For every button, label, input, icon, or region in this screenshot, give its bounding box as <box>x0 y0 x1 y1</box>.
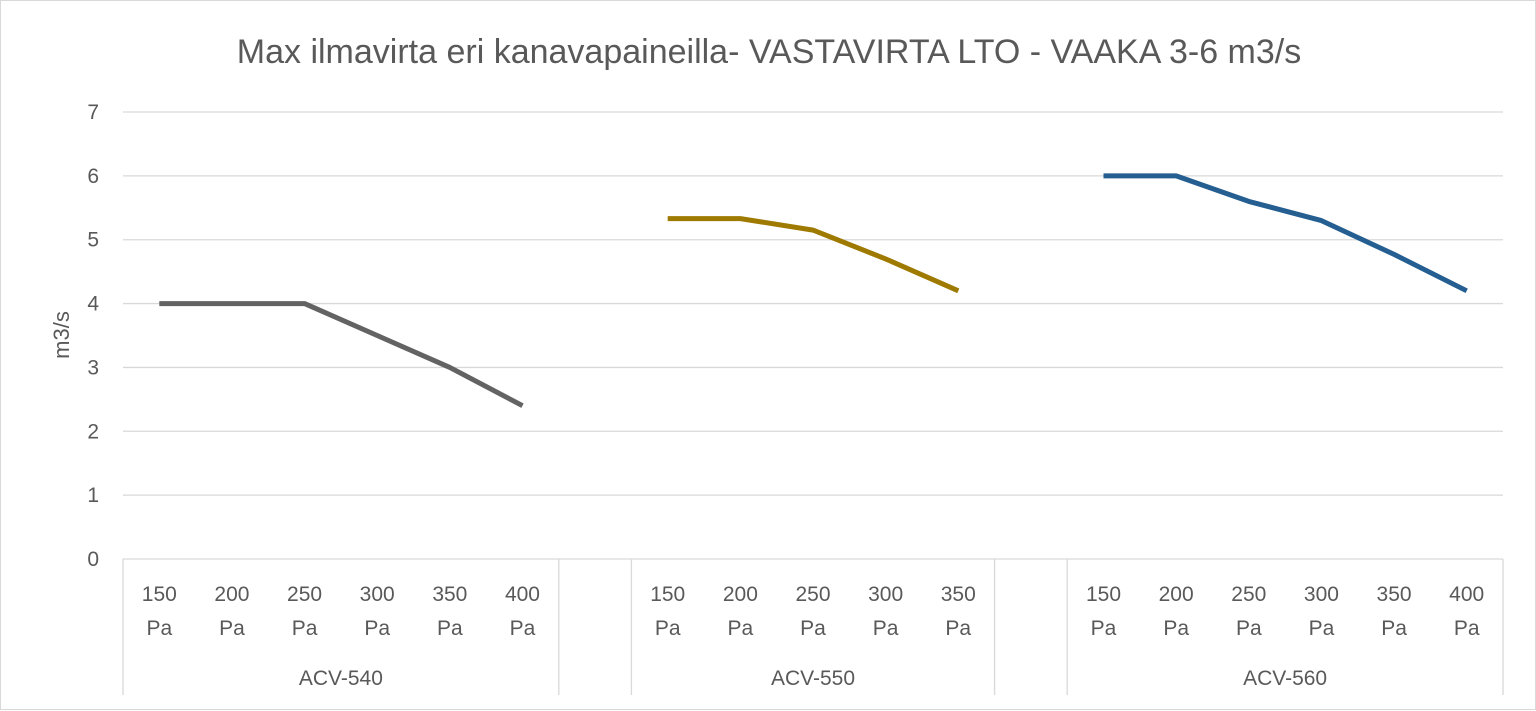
x-axis-layer: 150 Pa 200 Pa 250 Pa 300 Pa 350 Pa 400 Pa ACV-540 150… <box>123 559 1503 695</box>
x-tick-unit-label: Pa <box>1309 617 1335 640</box>
x-tick-label: 250 <box>1231 583 1266 606</box>
series-line-acv-560 <box>1104 176 1467 291</box>
x-tick-label: 300 <box>1304 583 1339 606</box>
x-tick-label: 200 <box>214 583 249 606</box>
x-tick-unit-label: Pa <box>800 617 826 640</box>
x-tick-label: 300 <box>868 583 903 606</box>
y-tick-label: 5 <box>87 229 99 252</box>
y-tick-label: 2 <box>87 420 99 443</box>
x-tick-label: 400 <box>1449 583 1484 606</box>
x-tick-unit-label: Pa <box>1454 617 1480 640</box>
series-layer <box>159 176 1467 406</box>
x-tick-unit-label: Pa <box>510 617 536 640</box>
x-tick-unit-label: Pa <box>655 617 681 640</box>
x-group-label: ACV-550 <box>771 667 855 690</box>
y-tick-layer: 0 1 2 3 4 5 6 7 <box>87 101 99 571</box>
x-tick-unit-label: Pa <box>292 617 318 640</box>
y-tick-label: 6 <box>87 165 99 188</box>
x-tick-unit-label: Pa <box>219 617 245 640</box>
x-tick-label: 150 <box>1086 583 1121 606</box>
x-group-label: ACV-540 <box>299 667 383 690</box>
x-tick-label: 350 <box>432 583 467 606</box>
x-tick-label: 200 <box>1159 583 1194 606</box>
y-tick-label: 0 <box>87 548 99 571</box>
grid-layer <box>123 112 1503 559</box>
x-tick-label: 150 <box>650 583 685 606</box>
y-tick-label: 4 <box>87 293 99 316</box>
x-tick-unit-label: Pa <box>1091 617 1117 640</box>
y-tick-label: 7 <box>87 101 99 124</box>
x-tick-label: 400 <box>505 583 540 606</box>
chart-title: Max ilmavirta eri kanavapaineilla- VASTA… <box>237 33 1301 71</box>
x-tick-label: 350 <box>1377 583 1412 606</box>
x-tick-unit-label: Pa <box>437 617 463 640</box>
x-tick-label: 250 <box>795 583 830 606</box>
x-tick-unit-label: Pa <box>364 617 390 640</box>
x-tick-label: 200 <box>723 583 758 606</box>
x-tick-label: 250 <box>287 583 322 606</box>
x-tick-unit-label: Pa <box>728 617 754 640</box>
series-line-acv-540 <box>159 304 522 406</box>
y-axis-label: m3/s <box>49 311 74 359</box>
x-tick-label: 350 <box>941 583 976 606</box>
x-tick-unit-label: Pa <box>146 617 172 640</box>
y-tick-label: 3 <box>87 356 99 379</box>
x-group-label: ACV-560 <box>1243 667 1327 690</box>
x-tick-label: 300 <box>360 583 395 606</box>
series-line-acv-550 <box>668 219 959 291</box>
x-tick-label: 150 <box>142 583 177 606</box>
x-tick-unit-label: Pa <box>1381 617 1407 640</box>
x-tick-unit-label: Pa <box>945 617 971 640</box>
y-tick-label: 1 <box>87 484 99 507</box>
x-tick-unit-label: Pa <box>1163 617 1189 640</box>
x-tick-unit-label: Pa <box>873 617 899 640</box>
x-tick-unit-label: Pa <box>1236 617 1262 640</box>
